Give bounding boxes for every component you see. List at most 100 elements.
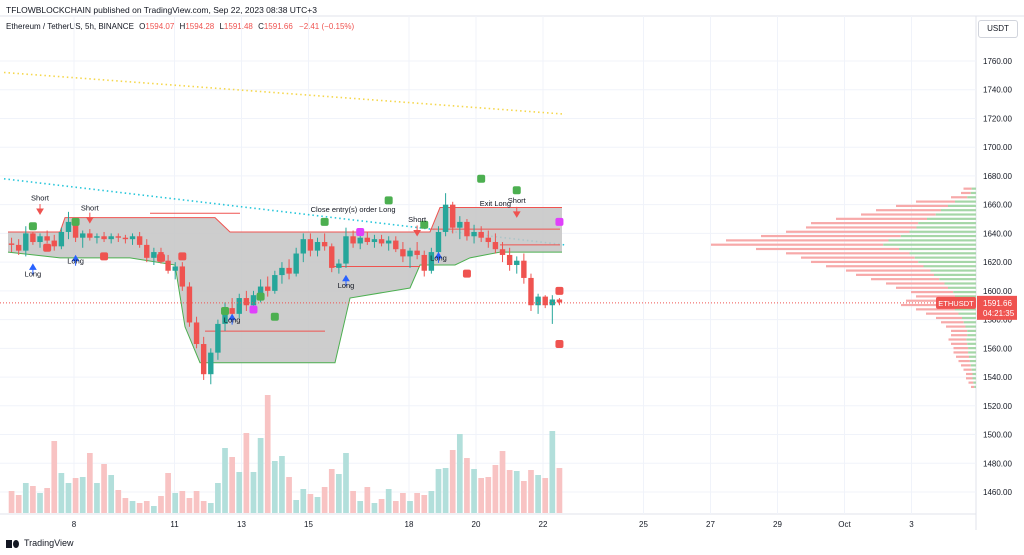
channel-lower-line: [7, 251, 562, 364]
volume-bar: [37, 493, 43, 513]
vp-sell: [711, 243, 884, 246]
vp-buy: [916, 226, 976, 229]
candle-body: [407, 250, 413, 257]
vp-buy: [962, 316, 976, 320]
volume-profile-row: [811, 222, 976, 225]
volume-profile-row: [861, 213, 976, 216]
yellow-trendline: [3, 71, 566, 115]
volume-profile-row: [968, 381, 976, 384]
price-tick-label: 1560.00: [983, 344, 1012, 353]
vp-sell: [806, 226, 917, 229]
volume-bar: [8, 491, 15, 513]
vp-sell: [756, 247, 899, 251]
candle-body: [485, 237, 491, 243]
candle-body: [8, 243, 15, 245]
currency-selector[interactable]: USDT: [978, 20, 1018, 38]
volume-bar: [506, 470, 513, 513]
vp-sell: [963, 368, 972, 371]
volume-bar: [72, 478, 79, 513]
volume-profile-row: [726, 239, 976, 242]
volume-bar: [215, 483, 221, 513]
time-tick-label: 18: [405, 520, 414, 529]
candle-body: [51, 240, 57, 247]
volume-bar: [122, 498, 129, 513]
volume-profile-row: [956, 355, 976, 358]
signal-marker: [555, 340, 564, 349]
volume-bar: [528, 470, 534, 513]
vp-buy: [909, 230, 976, 233]
footer: TradingView: [6, 538, 74, 548]
symbol-tag: [936, 296, 976, 309]
volume-profile-row: [911, 291, 976, 294]
candle-body: [165, 260, 171, 271]
volume-bar: [549, 431, 556, 513]
volume-profile-row: [836, 217, 976, 220]
vp-buy: [923, 265, 976, 268]
candle-body: [464, 221, 470, 237]
vp-sell: [826, 265, 924, 268]
volume-profile-row: [876, 209, 976, 212]
vp-buy: [958, 312, 976, 315]
candle-body: [15, 244, 22, 251]
candle-body: [506, 254, 513, 266]
vp-buy: [969, 355, 976, 358]
price-tick-label: 1720.00: [983, 114, 1012, 123]
vp-sell: [811, 260, 919, 264]
signal-marker: [555, 217, 564, 226]
candle-body: [87, 233, 93, 238]
price-tick-label: 1460.00: [983, 488, 1012, 497]
vp-buy: [971, 368, 976, 371]
volume-bar: [321, 487, 328, 513]
vp-sell: [856, 273, 934, 276]
last-price-badge: [977, 295, 1017, 320]
signal-marker: [555, 286, 564, 295]
volume-profile-row: [916, 295, 976, 298]
candle-body: [343, 236, 349, 264]
footer-brand[interactable]: TradingView: [24, 538, 74, 548]
volume-bar: [364, 487, 371, 513]
vp-buy: [914, 256, 976, 259]
strategy-annotation: Long: [338, 281, 355, 290]
signal-marker: [100, 252, 109, 261]
signal-marker: [512, 186, 521, 195]
candle-body: [80, 233, 86, 238]
volume-bar: [421, 495, 428, 513]
low-value: 1591.48: [223, 22, 253, 31]
strategy-annotation: Short: [408, 215, 427, 224]
volume-bar: [400, 493, 406, 513]
countdown-label: 04:21:35: [983, 309, 1015, 318]
price-channel-band: [8, 207, 562, 363]
volume-bar: [236, 472, 243, 513]
vp-buy: [948, 204, 976, 208]
vp-buy: [974, 385, 976, 389]
signal-marker: [249, 305, 258, 314]
vp-buy: [972, 372, 976, 376]
signal-marker: [420, 220, 429, 229]
volume-bar: [521, 481, 527, 513]
volume-bar: [257, 438, 264, 513]
candle-body: [414, 250, 420, 255]
volume-bar: [165, 473, 171, 513]
volume-bar: [535, 475, 541, 513]
signal-arrow: [342, 274, 350, 286]
candle-body: [108, 236, 114, 240]
strategy-annotation: Short: [508, 196, 527, 205]
volume-bar: [442, 468, 449, 513]
volume-bar: [371, 503, 378, 513]
vp-sell: [948, 338, 967, 341]
price-tick-label: 1760.00: [983, 57, 1012, 66]
volume-profile-row: [966, 372, 976, 376]
volume-profile-row: [846, 269, 976, 272]
vp-sell: [906, 299, 952, 302]
symbol-title[interactable]: Ethereum / TetherUS, 5h, BINANCE: [6, 22, 134, 31]
candle-body: [23, 233, 29, 251]
vp-sell: [953, 351, 969, 354]
signal-marker: [384, 196, 393, 205]
signal-marker: [256, 292, 265, 301]
volume-profile-row: [926, 312, 976, 315]
vp-buy: [966, 338, 976, 341]
volume-bar: [428, 491, 435, 513]
candle-body: [193, 322, 200, 345]
signal-marker: [270, 312, 279, 321]
